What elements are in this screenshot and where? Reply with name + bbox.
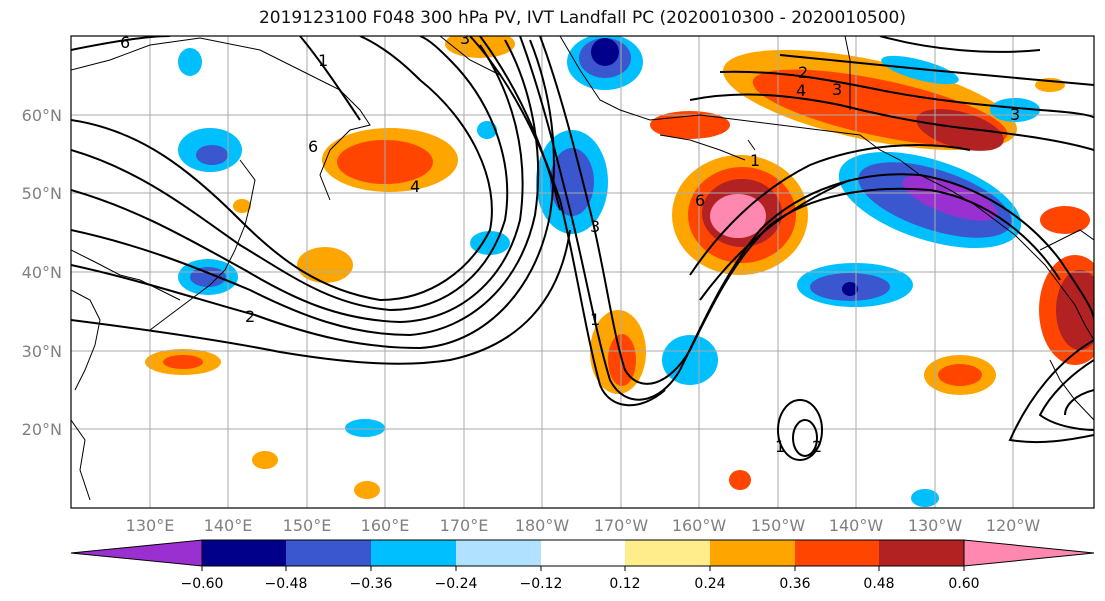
lon-label: 130°W bbox=[908, 516, 963, 535]
shade-blob bbox=[297, 247, 353, 283]
contour-label: 4 bbox=[796, 81, 806, 100]
lon-label: 170°W bbox=[594, 516, 649, 535]
lat-label: 50°N bbox=[22, 184, 62, 203]
contour-label: 6 bbox=[695, 191, 705, 210]
colorbar-swatch bbox=[371, 540, 456, 566]
pv-contours bbox=[71, 36, 1094, 461]
lon-label: 160°W bbox=[672, 516, 727, 535]
colorbar-tick-label: 0.24 bbox=[694, 576, 725, 592]
colorbar-swatch bbox=[625, 540, 710, 566]
colorbar-tick-label: −0.24 bbox=[435, 576, 478, 592]
contour-label: 2 bbox=[812, 437, 822, 456]
shade-blob bbox=[938, 364, 982, 386]
lon-label: 170°E bbox=[440, 516, 489, 535]
shade-blob bbox=[354, 481, 380, 499]
shade-blob bbox=[163, 355, 203, 369]
contour-label: 2 bbox=[245, 307, 255, 326]
shade-blob bbox=[252, 451, 278, 469]
contour-label: 1 bbox=[775, 437, 785, 456]
shade-blob bbox=[729, 470, 751, 490]
contour-label-group: 6 1 3 2 4 3 6 1 6 4 2 1 2 1 3 3 bbox=[120, 29, 1020, 456]
lon-label: 150°W bbox=[751, 516, 806, 535]
shade-blob bbox=[178, 48, 202, 76]
map-frame bbox=[70, 35, 1095, 509]
colorbar-swatch bbox=[541, 540, 625, 566]
colorbar-swatch bbox=[879, 540, 964, 566]
lon-label: 180°W bbox=[515, 516, 570, 535]
shade-blob bbox=[902, 175, 998, 221]
lon-label: 160°E bbox=[361, 516, 410, 535]
shade-blob bbox=[916, 109, 1004, 151]
shade-blob bbox=[445, 36, 515, 58]
lat-label: 20°N bbox=[22, 420, 62, 439]
colorbar-swatch bbox=[795, 540, 879, 566]
shade-blob bbox=[196, 145, 228, 165]
lon-label: 140°E bbox=[204, 516, 253, 535]
lat-axis: 60°N 50°N 40°N 30°N 20°N bbox=[22, 106, 62, 439]
colorbar-extend-low bbox=[70, 539, 203, 567]
lat-label: 30°N bbox=[22, 342, 62, 361]
colorbar-tick-label: −0.12 bbox=[520, 576, 563, 592]
contour-label: 6 bbox=[308, 137, 318, 156]
shade-blob bbox=[662, 335, 718, 385]
shade-blob bbox=[842, 282, 858, 296]
shade-blob bbox=[1056, 270, 1094, 350]
map-content: 6 1 3 2 4 3 6 1 6 4 2 1 2 1 3 3 bbox=[71, 29, 1094, 508]
lon-axis: 130°E 140°E 150°E 160°E 170°E 180°W 170°… bbox=[126, 516, 1041, 535]
colorbar-tick-label: −0.48 bbox=[265, 576, 308, 592]
contour-label: 1 bbox=[318, 51, 328, 70]
lat-label: 60°N bbox=[22, 106, 62, 125]
shade-blob bbox=[911, 489, 939, 507]
shade-blob bbox=[233, 199, 251, 213]
contour-label: 6 bbox=[120, 33, 130, 52]
contour-label: 1 bbox=[590, 310, 600, 329]
contour-label: 3 bbox=[590, 217, 600, 236]
colorbar-tick-labels: −0.60 −0.48 −0.36 −0.24 −0.12 0.12 0.24 … bbox=[181, 576, 980, 592]
shade-blob bbox=[550, 148, 594, 216]
colorbar-ticks bbox=[201, 566, 965, 571]
colorbar-tick-label: 0.48 bbox=[863, 576, 894, 592]
colorbar-swatch bbox=[286, 540, 371, 566]
shade-blob bbox=[345, 419, 385, 437]
lat-label: 40°N bbox=[22, 263, 62, 282]
colorbar-tick-label: 0.36 bbox=[779, 576, 810, 592]
contour-label: 2 bbox=[798, 63, 808, 82]
contour-label: 4 bbox=[410, 177, 420, 196]
colorbar-swatch bbox=[202, 540, 286, 566]
contour-label: 3 bbox=[460, 29, 470, 48]
colorbar-frame bbox=[201, 539, 965, 567]
colorbar-swatch bbox=[456, 540, 541, 566]
contour-label: 3 bbox=[832, 80, 842, 99]
contour-label: 3 bbox=[1010, 105, 1020, 124]
colorbar-tick-label: −0.36 bbox=[350, 576, 393, 592]
colorbar-tick-label: 0.60 bbox=[948, 576, 979, 592]
shade-blob bbox=[470, 231, 510, 255]
shade-blob bbox=[477, 121, 497, 139]
shade-blob bbox=[1040, 206, 1090, 234]
lon-label: 120°W bbox=[986, 516, 1041, 535]
shade-blob bbox=[591, 38, 619, 66]
shade-blob bbox=[990, 98, 1040, 122]
figure-title: 2019123100 F048 300 hPa PV, IVT Landfall… bbox=[258, 8, 906, 28]
colorbar-tick-label: −0.60 bbox=[181, 576, 224, 592]
colorbar-swatch bbox=[710, 540, 795, 566]
colorbar-extend-high bbox=[963, 539, 1095, 567]
lon-label: 130°E bbox=[126, 516, 175, 535]
lon-label: 140°W bbox=[829, 516, 884, 535]
colorbar-tick-label: 0.12 bbox=[609, 576, 640, 592]
lon-label: 150°E bbox=[283, 516, 332, 535]
colorbar: −0.60 −0.48 −0.36 −0.24 −0.12 0.12 0.24 … bbox=[70, 539, 1095, 592]
contour-label: 1 bbox=[750, 151, 760, 170]
